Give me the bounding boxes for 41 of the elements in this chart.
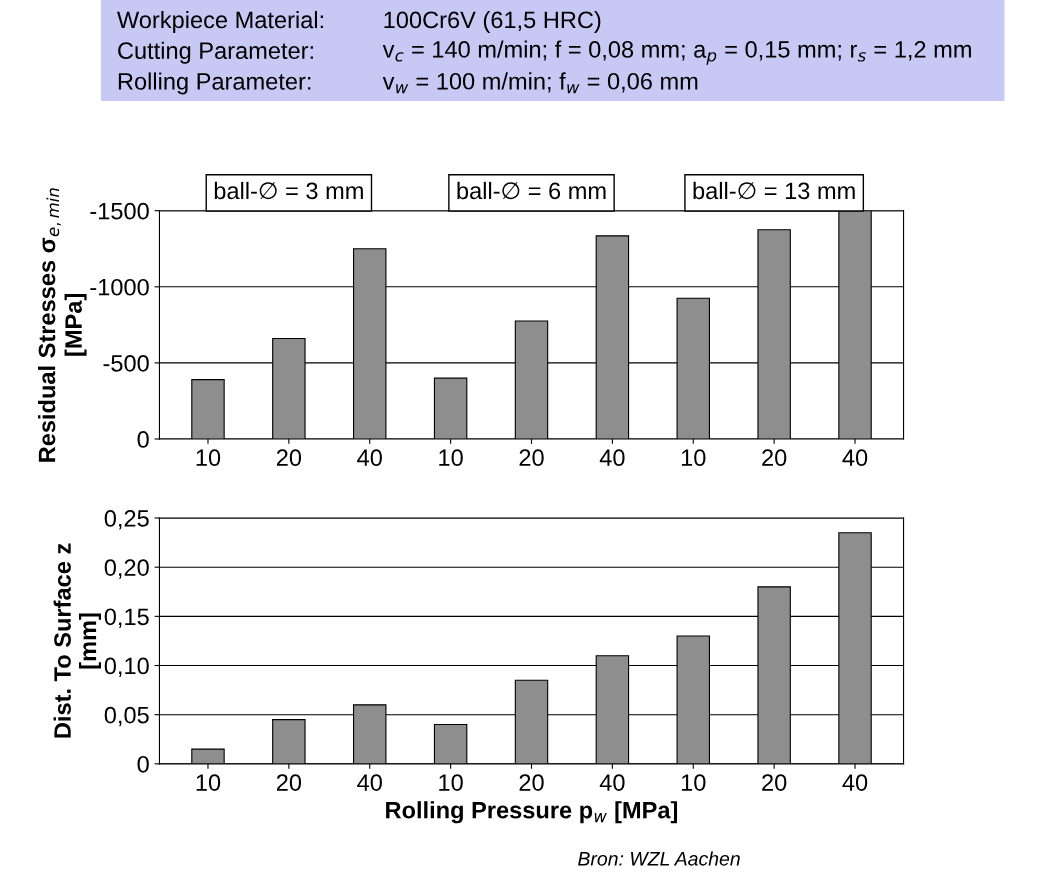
x-tick-label: 10 xyxy=(196,774,221,791)
y-axis-title: Dist. To Surface z [mm] xyxy=(53,543,101,738)
text: Workpiece Material: xyxy=(117,10,323,33)
x-tick-label: 10 xyxy=(681,774,706,791)
x-tick-label: 40 xyxy=(599,449,625,467)
y-tick-label: -1000 xyxy=(90,278,149,296)
x-tick-label: 10 xyxy=(681,449,706,467)
y-tick-label: 0,20 xyxy=(104,559,149,579)
x-tick-label: 40 xyxy=(842,449,868,467)
x-tick-label: 20 xyxy=(762,449,787,467)
x-tick-label: 20 xyxy=(762,774,787,791)
x-tick-label: 20 xyxy=(519,774,544,791)
y-tick-label: 0,25 xyxy=(104,510,149,530)
text: Cutting Parameter: xyxy=(118,41,313,64)
x-tick-label: 20 xyxy=(519,449,544,467)
text: v$_{w}$ = 100 m/min; f$_{w}$ = 0,06 mm xyxy=(382,72,698,94)
y-tick-label: -500 xyxy=(103,354,149,372)
x-tick-label: 40 xyxy=(842,774,868,791)
x-tick-label: 10 xyxy=(196,449,221,467)
x-tick-label: 10 xyxy=(439,774,463,791)
y-tick-label: -1500 xyxy=(90,202,149,220)
text: 100Cr6V (61,5 HRC) xyxy=(384,10,601,33)
x-tick-label: 20 xyxy=(276,774,302,791)
text: ball-∅ = 13 mm xyxy=(693,181,855,200)
x-tick-label: 40 xyxy=(599,774,625,791)
y-tick-label: 0,15 xyxy=(104,608,149,628)
x-tick-label: 40 xyxy=(357,774,382,791)
text: Residual Stresses σ$_{e,min}$ [MPa] xyxy=(38,188,87,462)
x-tick-label: 10 xyxy=(439,449,463,467)
y-tick-label: 0 xyxy=(137,755,149,773)
y-tick-label: 0,05 xyxy=(104,706,149,727)
x-tick-label: 40 xyxy=(357,449,382,467)
y-tick-label: 0 xyxy=(137,431,149,448)
text: Rolling Parameter: xyxy=(118,72,311,95)
y-tick-label: 0,10 xyxy=(104,657,149,678)
text: Bron: WZL Aachen xyxy=(578,851,740,866)
x-tick-label: 20 xyxy=(276,449,302,467)
x-axis-title: Rolling Pressure p$_{w}$ [MPa] xyxy=(386,801,678,824)
text: v$_{c}$ = 140 m/min; f = 0,08 mm; a$_{p}$ = 0,15 mm; r$_{s}$ = 1,2 mm xyxy=(382,40,971,65)
text: ball-∅ = 6 mm xyxy=(457,181,606,200)
text: ball-∅ = 3 mm xyxy=(214,181,363,200)
